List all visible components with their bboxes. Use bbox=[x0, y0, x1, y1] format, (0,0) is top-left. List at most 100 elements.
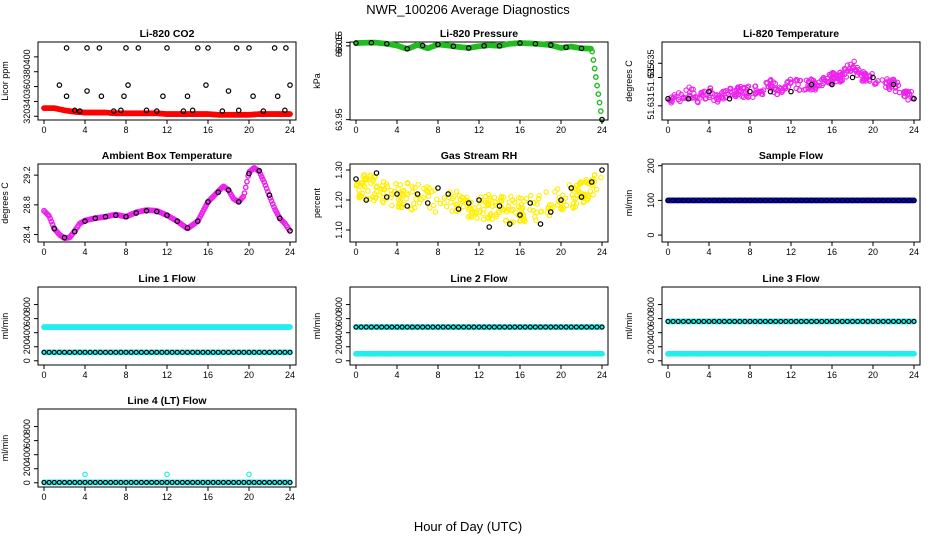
series-marker bbox=[353, 167, 605, 230]
data-point bbox=[598, 174, 604, 181]
data-point bbox=[77, 108, 83, 114]
data-point bbox=[110, 108, 117, 114]
data-point bbox=[266, 349, 273, 355]
data-point bbox=[56, 349, 62, 355]
data-point bbox=[543, 189, 549, 195]
data-point bbox=[502, 217, 509, 224]
data-point bbox=[767, 88, 774, 95]
x-tick-label: 20 bbox=[868, 370, 878, 380]
data-point bbox=[486, 324, 492, 330]
data-point bbox=[251, 349, 257, 355]
data-point bbox=[444, 203, 450, 210]
data-point bbox=[901, 197, 907, 203]
x-tick-label: 24 bbox=[597, 247, 607, 257]
series-spikes bbox=[82, 471, 252, 478]
data-point bbox=[808, 318, 815, 324]
data-point bbox=[428, 189, 435, 195]
panel-title: Li-820 Temperature bbox=[743, 28, 839, 40]
data-point bbox=[773, 318, 779, 324]
data-point bbox=[397, 182, 404, 188]
panel-1: Li-820 CO2 Licor ppm 0 4 8 12 16 20 24 3203403603… bbox=[0, 28, 297, 135]
data-point bbox=[569, 192, 576, 198]
x-tick-label: 12 bbox=[786, 370, 796, 380]
data-point bbox=[589, 48, 596, 55]
y-tick-label: 360 bbox=[22, 79, 32, 94]
x-tick-label: 12 bbox=[162, 370, 172, 380]
data-point bbox=[404, 45, 411, 52]
data-point bbox=[268, 198, 275, 204]
data-point bbox=[465, 45, 472, 51]
data-point bbox=[261, 179, 268, 186]
series-dense bbox=[41, 164, 293, 242]
data-point bbox=[153, 108, 160, 114]
data-point bbox=[465, 214, 472, 220]
data-point bbox=[906, 91, 913, 97]
series-marker bbox=[665, 74, 917, 102]
series-noisy bbox=[353, 171, 604, 226]
data-point bbox=[133, 349, 139, 355]
data-point bbox=[575, 187, 581, 193]
data-point bbox=[46, 212, 52, 219]
x-tick-label: 20 bbox=[868, 247, 878, 257]
data-point bbox=[568, 185, 575, 191]
data-point bbox=[220, 479, 226, 485]
data-point bbox=[682, 95, 689, 101]
y-axis-label: ml/min bbox=[624, 190, 634, 217]
data-point bbox=[61, 349, 68, 355]
data-point bbox=[357, 195, 363, 201]
data-point bbox=[793, 197, 799, 203]
data-point bbox=[851, 58, 857, 65]
data-point bbox=[184, 225, 191, 231]
data-point bbox=[849, 65, 856, 72]
y-axis-label: ml/min bbox=[624, 313, 634, 340]
data-point bbox=[432, 209, 439, 215]
data-point bbox=[906, 197, 912, 203]
data-point bbox=[803, 318, 809, 324]
data-point bbox=[537, 221, 544, 227]
data-point bbox=[205, 199, 211, 205]
data-point bbox=[184, 349, 191, 355]
data-point bbox=[563, 202, 570, 209]
data-point bbox=[456, 193, 463, 199]
data-point bbox=[808, 81, 815, 88]
data-point bbox=[241, 349, 247, 355]
data-point bbox=[56, 479, 62, 485]
data-point bbox=[757, 197, 763, 203]
data-point bbox=[805, 82, 811, 89]
data-point bbox=[353, 40, 359, 46]
data-point bbox=[587, 188, 594, 194]
data-point bbox=[896, 318, 902, 324]
data-point bbox=[558, 324, 564, 330]
data-point bbox=[77, 349, 83, 355]
data-point bbox=[573, 182, 580, 189]
x-tick-label: 16 bbox=[515, 370, 525, 380]
x-tick-label: 24 bbox=[285, 492, 295, 502]
data-point bbox=[143, 349, 150, 355]
x-tick-label: 4 bbox=[82, 492, 87, 502]
data-point bbox=[441, 195, 448, 201]
data-point bbox=[513, 210, 519, 216]
data-point bbox=[533, 209, 540, 216]
data-point bbox=[698, 92, 705, 98]
y-tick-label: 51.631 bbox=[646, 92, 656, 120]
series-dense bbox=[353, 350, 605, 357]
y-tick-label: 320 bbox=[22, 109, 32, 124]
data-point bbox=[383, 194, 390, 200]
data-point bbox=[450, 43, 457, 50]
data-point bbox=[241, 479, 247, 485]
data-point bbox=[812, 85, 819, 91]
data-point bbox=[283, 45, 289, 51]
data-point bbox=[890, 197, 897, 203]
data-point bbox=[215, 479, 221, 485]
data-point bbox=[783, 197, 789, 203]
y-tick-label: 800 bbox=[22, 419, 32, 434]
data-point bbox=[779, 88, 785, 94]
data-point bbox=[465, 200, 472, 206]
data-point bbox=[425, 189, 431, 196]
data-point bbox=[377, 192, 383, 198]
data-point bbox=[527, 324, 533, 330]
data-point bbox=[501, 207, 507, 213]
x-tick-label: 16 bbox=[515, 247, 525, 257]
x-tick-label: 8 bbox=[123, 247, 128, 257]
data-point bbox=[570, 205, 576, 211]
